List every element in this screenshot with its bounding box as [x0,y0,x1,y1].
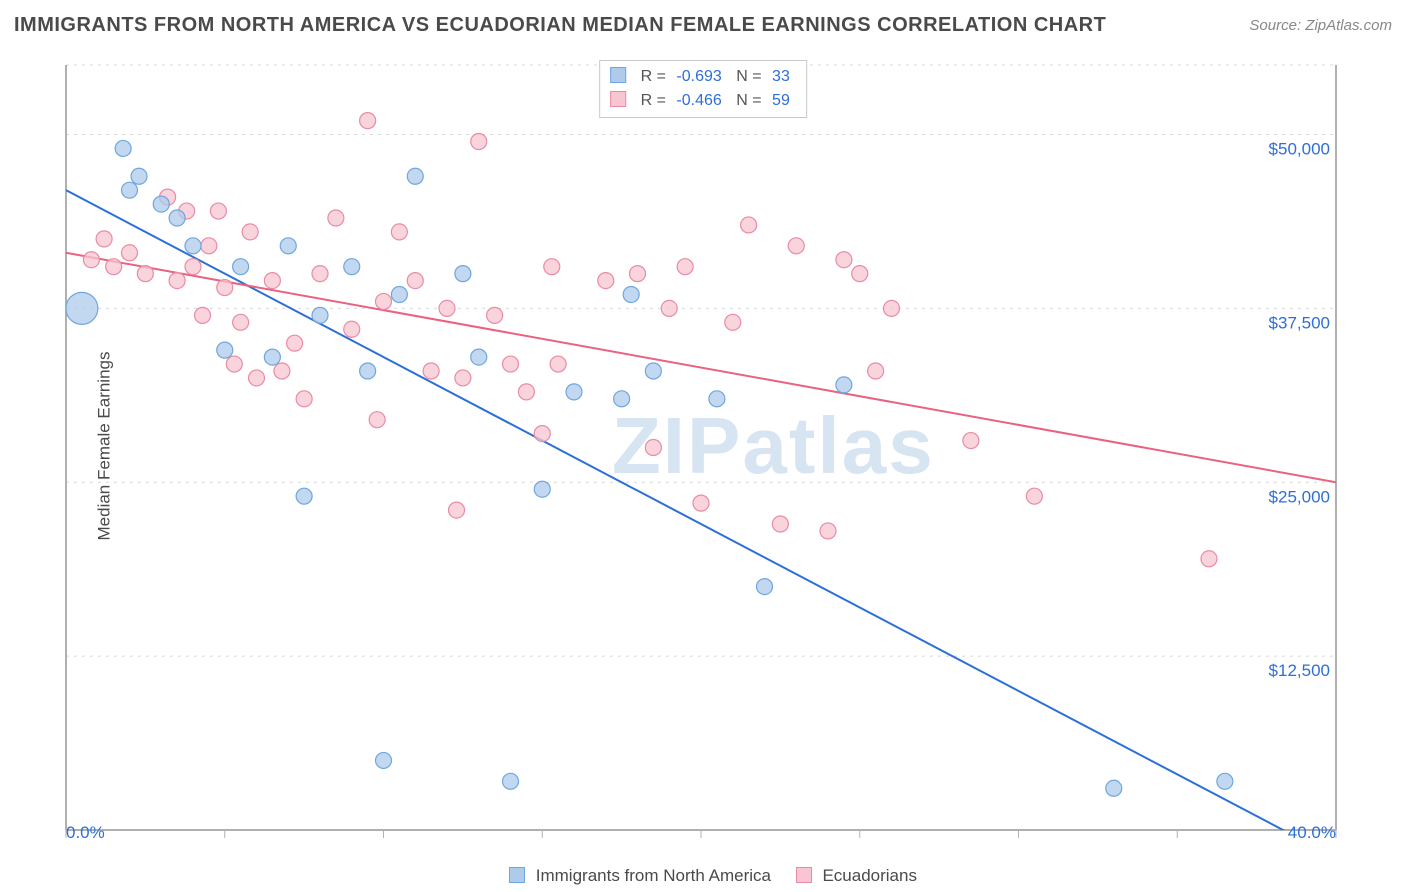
swatch-ec [796,867,812,883]
series-label-na: Immigrants from North America [536,866,771,885]
swatch-ec [610,91,626,107]
series-label-ec: Ecuadorians [822,866,917,885]
source-name: ZipAtlas.com [1305,17,1392,34]
svg-text:$25,000: $25,000 [1269,487,1330,506]
svg-text:$37,500: $37,500 [1269,313,1330,332]
n-label: N = [732,92,765,109]
r-label: R = [637,68,670,85]
chart-title: IMMIGRANTS FROM NORTH AMERICA VS ECUADOR… [14,14,1106,37]
series-legend: Immigrants from North America Ecuadorian… [0,866,1406,886]
svg-text:0.0%: 0.0% [66,823,105,840]
source-attribution: Source: ZipAtlas.com [1249,17,1392,34]
n-value-na: 33 [770,68,796,85]
svg-text:40.0%: 40.0% [1288,823,1336,840]
swatch-na [509,867,525,883]
legend-row-na: R = -0.693 N = 33 [610,65,796,89]
source-prefix: Source: [1249,17,1305,34]
n-value-ec: 59 [770,92,796,109]
svg-text:$50,000: $50,000 [1269,140,1330,159]
correlation-legend: R = -0.693 N = 33 R = -0.466 N = 59 [599,60,807,118]
n-label: N = [732,68,765,85]
r-value-na: -0.693 [674,68,727,85]
r-label: R = [637,92,670,109]
legend-row-ec: R = -0.466 N = 59 [610,89,796,113]
r-value-ec: -0.466 [674,92,727,109]
swatch-na [610,67,626,83]
scatter-chart-svg: $12,500 $25,000 $37,500 $50,000 0.0% 40.0% [56,55,1346,840]
svg-text:$12,500: $12,500 [1269,661,1330,680]
plot-area: $12,500 $25,000 $37,500 $50,000 0.0% 40.0% [56,55,1346,840]
